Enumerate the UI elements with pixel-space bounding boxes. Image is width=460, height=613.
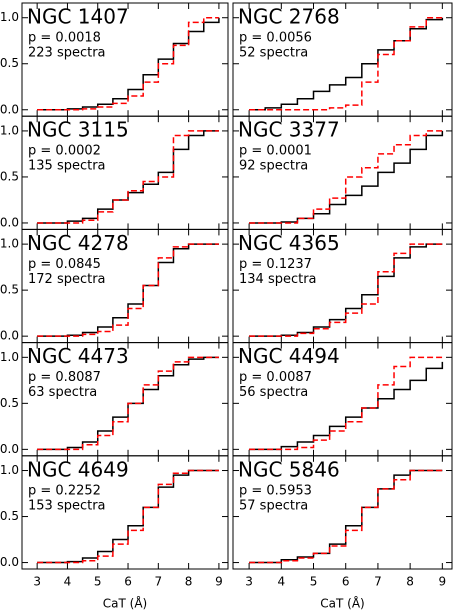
x-tick-label: 9 [215, 575, 223, 589]
panel-title: NGC 4365 [238, 231, 340, 255]
panel-title: NGC 3377 [238, 118, 340, 142]
annotation: 153 spectra [28, 498, 106, 513]
annotation: p = 0.2252 [28, 483, 101, 498]
y-tick-label: 0.5 [0, 283, 19, 297]
y-tick-label: 1.0 [0, 237, 19, 251]
cumulative-curve [249, 243, 443, 337]
annotation: p = 0.5953 [239, 483, 312, 498]
x-axis-label: CaT (Å) [320, 596, 364, 611]
x-tick-label: 6 [342, 575, 350, 589]
x-tick-label: 4 [64, 575, 72, 589]
x-tick-label: 3 [33, 575, 41, 589]
cumulative-curve [249, 130, 444, 224]
annotation: p = 0.0087 [239, 370, 312, 385]
panel-title: NGC 2768 [238, 5, 340, 29]
x-tick-label: 3 [245, 575, 253, 589]
x-tick-label: 7 [155, 575, 163, 589]
panel-title: NGC 4649 [27, 457, 129, 481]
y-tick-label: 1.0 [0, 123, 19, 137]
cumulative-curve [37, 356, 219, 451]
y-tick-label: 0.0 [0, 102, 19, 116]
annotation: 135 spectra [28, 159, 106, 174]
y-tick-label: 1.0 [0, 350, 19, 364]
y-tick-label: 0.0 [0, 442, 19, 456]
y-tick-label: 0.0 [0, 215, 19, 229]
x-tick-label: 5 [94, 575, 102, 589]
panel-title: NGC 4278 [27, 231, 129, 255]
panel-title: NGC 4494 [238, 344, 340, 368]
annotation: p = 0.8087 [28, 370, 101, 385]
y-tick-label: 0.0 [0, 329, 19, 343]
annotation: 92 spectra [239, 159, 308, 174]
cumulative-curve [249, 469, 443, 564]
cumulative-curve [37, 130, 219, 224]
cumulative-curve [249, 130, 443, 224]
annotation: 134 spectra [239, 272, 317, 287]
panel-title: NGC 3115 [27, 118, 129, 142]
panel-frame [21, 455, 229, 570]
x-axis-label: CaT (Å) [103, 596, 147, 611]
annotation: 172 spectra [28, 272, 106, 287]
x-tick-label: 7 [374, 575, 382, 589]
y-tick-label: 0.5 [0, 56, 19, 70]
x-tick-label: 6 [124, 575, 132, 589]
cumulative-curve [249, 469, 443, 564]
cumulative-curve [249, 17, 444, 111]
x-tick-label: 5 [310, 575, 318, 589]
y-tick-label: 0.5 [0, 396, 19, 410]
annotation: 63 spectra [28, 385, 97, 400]
cumulative-curve [37, 243, 219, 337]
y-tick-label: 0.5 [0, 509, 19, 523]
cumulative-curve [37, 243, 219, 337]
y-tick-label: 0.0 [0, 555, 19, 569]
x-tick-label: 9 [439, 575, 447, 589]
annotation: p = 0.0056 [239, 31, 312, 46]
annotation: p = 0.0001 [239, 144, 312, 159]
annotation: p = 0.1237 [239, 257, 312, 272]
panel-title: NGC 5846 [238, 457, 340, 481]
annotation: p = 0.0018 [28, 31, 101, 46]
cumulative-curve [249, 243, 443, 337]
annotation: 223 spectra [28, 46, 106, 61]
cumulative-curve [37, 469, 219, 564]
x-tick-label: 8 [185, 575, 193, 589]
cumulative-curve [249, 356, 443, 451]
annotation: 52 spectra [239, 46, 308, 61]
annotation: p = 0.0002 [28, 144, 101, 159]
annotation: p = 0.0845 [28, 257, 101, 272]
cumulative-curve [37, 17, 220, 111]
cumulative-curve [249, 361, 444, 451]
y-tick-label: 0.5 [0, 169, 19, 183]
x-tick-label: 4 [277, 575, 285, 589]
cumulative-curve [249, 16, 443, 111]
annotation: 56 spectra [239, 385, 308, 400]
x-tick-label: 8 [406, 575, 414, 589]
panel-title: NGC 1407 [27, 5, 129, 29]
cumulative-curve [37, 16, 219, 111]
annotation: 57 spectra [239, 498, 308, 513]
y-tick-label: 1.0 [0, 10, 19, 24]
panel-title: NGC 4473 [27, 344, 129, 368]
panel-frame [232, 455, 453, 570]
y-tick-label: 1.0 [0, 463, 19, 477]
